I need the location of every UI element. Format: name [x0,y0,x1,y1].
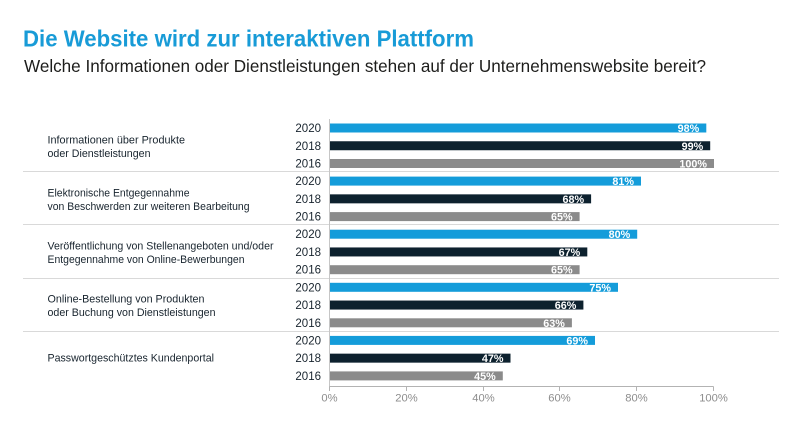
svg-text:47%: 47% [482,353,504,365]
svg-text:Elektronische Entgegennahme: Elektronische Entgegennahme [48,187,190,199]
svg-text:2018: 2018 [295,194,321,206]
svg-text:oder Buchung von Dienstleistun: oder Buchung von Dienstleistungen [48,307,216,319]
svg-text:2020: 2020 [295,335,321,347]
svg-text:40%: 40% [472,393,494,405]
svg-text:Entgegennahme von Online-Bewer: Entgegennahme von Online-Bewerbungen [48,254,245,266]
svg-text:63%: 63% [543,318,565,330]
svg-text:100%: 100% [679,159,707,171]
svg-text:100%: 100% [699,393,728,405]
svg-text:67%: 67% [559,247,581,259]
svg-text:65%: 65% [551,265,573,277]
svg-text:2016: 2016 [295,371,321,383]
svg-text:45%: 45% [474,371,496,383]
svg-text:20%: 20% [395,393,417,405]
svg-text:Veröffentlichung von Stellenan: Veröffentlichung von Stellenangeboten un… [48,240,274,252]
svg-text:80%: 80% [609,229,631,241]
svg-text:99%: 99% [682,141,704,153]
svg-text:98%: 98% [678,123,700,135]
svg-text:Welche Informationen oder Dien: Welche Informationen oder Dienstleistung… [24,56,706,76]
svg-text:2020: 2020 [295,123,321,135]
svg-text:von Beschwerden zur weiteren B: von Beschwerden zur weiteren Bearbeitung [48,201,250,213]
svg-text:Informationen über Produkte: Informationen über Produkte [48,134,186,146]
svg-text:65%: 65% [551,212,573,224]
svg-text:2018: 2018 [295,300,321,312]
svg-text:Online-Bestellung von Produkte: Online-Bestellung von Produkten [48,294,205,306]
svg-text:0%: 0% [321,393,337,405]
svg-text:oder Dienstleistungen: oder Dienstleistungen [48,148,151,160]
svg-text:80%: 80% [625,393,647,405]
svg-text:66%: 66% [555,300,577,312]
svg-text:2016: 2016 [295,265,321,277]
svg-text:Passwortgeschütztes Kundenport: Passwortgeschütztes Kundenportal [48,353,215,365]
svg-text:2016: 2016 [295,159,321,171]
svg-text:60%: 60% [548,393,570,405]
svg-text:2018: 2018 [295,141,321,153]
svg-text:2016: 2016 [295,212,321,224]
svg-text:2018: 2018 [295,247,321,259]
svg-text:69%: 69% [566,335,588,347]
svg-text:2020: 2020 [295,229,321,241]
svg-text:68%: 68% [562,194,584,206]
svg-text:75%: 75% [589,282,611,294]
svg-text:2016: 2016 [295,318,321,330]
svg-text:Die Website wird zur interakti: Die Website wird zur interaktiven Plattf… [23,26,474,52]
svg-text:2020: 2020 [295,282,321,294]
svg-text:81%: 81% [612,176,634,188]
svg-text:2020: 2020 [295,176,321,188]
svg-text:2018: 2018 [295,353,321,365]
